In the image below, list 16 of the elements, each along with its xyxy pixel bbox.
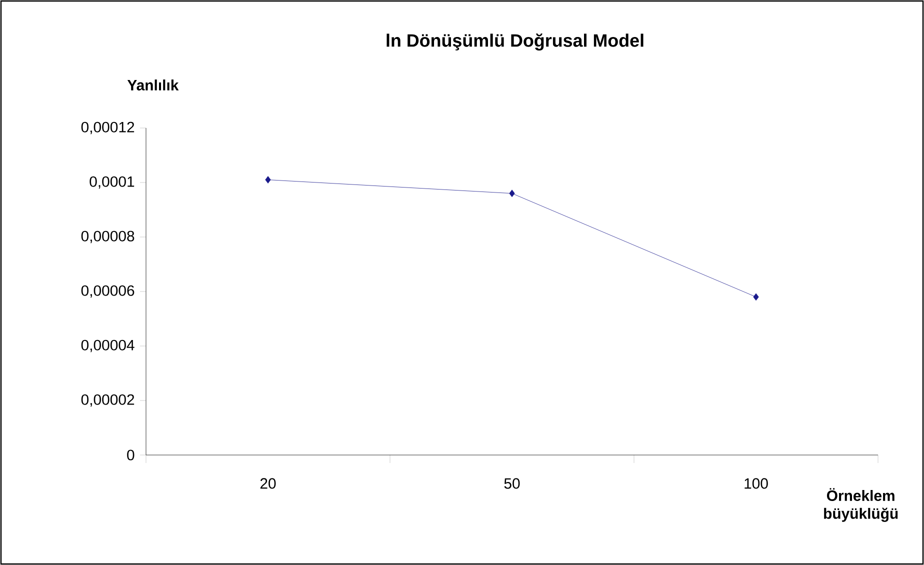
x-tick-label: 100 bbox=[744, 478, 768, 489]
y-tick-label: 0,00008 bbox=[81, 230, 134, 244]
y-tick-label: 0,0001 bbox=[90, 176, 134, 189]
y-axis-title: Yanlılık bbox=[127, 80, 179, 90]
y-tick-label: 0,00006 bbox=[81, 285, 134, 298]
x-tick-label: 20 bbox=[260, 478, 276, 489]
y-tick-label: 0,00004 bbox=[81, 340, 134, 352]
y-tick-label: 0 bbox=[127, 450, 134, 460]
point bbox=[753, 293, 759, 301]
y-tick-label: 0,00012 bbox=[81, 122, 134, 134]
x-tick-label: 50 bbox=[504, 478, 520, 489]
point bbox=[265, 176, 271, 184]
point bbox=[509, 190, 515, 198]
x-axis-title: Örneklem büyüklüğü bbox=[824, 488, 898, 522]
y-tick-label: 0,00002 bbox=[81, 394, 134, 407]
chart-title: ln Dönüşümlü Doğrusal Model bbox=[386, 34, 644, 50]
